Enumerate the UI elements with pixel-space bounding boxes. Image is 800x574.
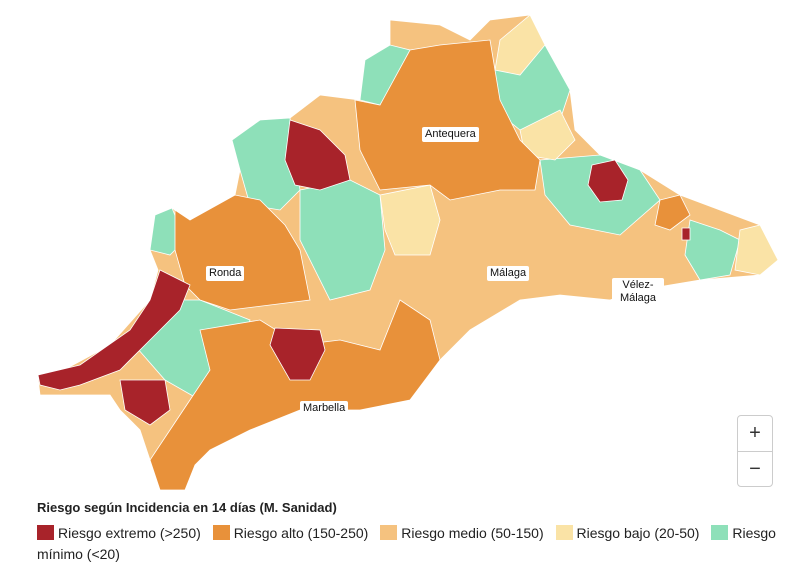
zoom-out-button[interactable]: − bbox=[738, 451, 772, 487]
city-label: Ronda bbox=[206, 266, 245, 281]
municipality bbox=[231, 117, 301, 211]
municipality bbox=[494, 14, 546, 76]
city-label: Vélez-Málaga bbox=[612, 278, 664, 306]
municipality bbox=[354, 39, 541, 201]
city-label: Antequera bbox=[422, 127, 479, 142]
municipality bbox=[654, 194, 691, 231]
legend: Riesgo según Incidencia en 14 días (M. S… bbox=[37, 500, 787, 565]
legend-label: Riesgo mínimo (<20) bbox=[37, 525, 776, 562]
municipality bbox=[684, 219, 741, 281]
municipality bbox=[299, 179, 386, 301]
legend-title: Riesgo según Incidencia en 14 días (M. S… bbox=[37, 500, 337, 515]
map bbox=[37, 14, 779, 491]
legend-label: Riesgo alto (150-250) bbox=[233, 525, 369, 541]
legend-swatch bbox=[555, 525, 573, 540]
city-label: Marbella bbox=[300, 401, 349, 416]
zoom-in-button[interactable]: + bbox=[749, 422, 761, 444]
municipality bbox=[681, 227, 691, 241]
legend-items: Riesgo extremo (>250) Riesgo alto (150-2… bbox=[37, 523, 787, 565]
legend-swatch bbox=[37, 525, 54, 540]
legend-swatch bbox=[212, 525, 230, 540]
municipality bbox=[284, 119, 351, 191]
city-label: Málaga bbox=[487, 266, 530, 281]
municipality bbox=[269, 327, 326, 381]
zoom-control: + − bbox=[737, 415, 773, 487]
municipality bbox=[37, 269, 191, 391]
legend-label: Riesgo bajo (20-50) bbox=[576, 525, 700, 541]
municipality bbox=[119, 379, 171, 426]
legend-swatch bbox=[711, 525, 729, 540]
legend-label: Riesgo extremo (>250) bbox=[58, 525, 201, 541]
legend-swatch bbox=[380, 525, 398, 540]
municipality bbox=[734, 224, 779, 276]
municipality bbox=[587, 159, 629, 203]
legend-label: Riesgo medio (50-150) bbox=[401, 525, 544, 541]
